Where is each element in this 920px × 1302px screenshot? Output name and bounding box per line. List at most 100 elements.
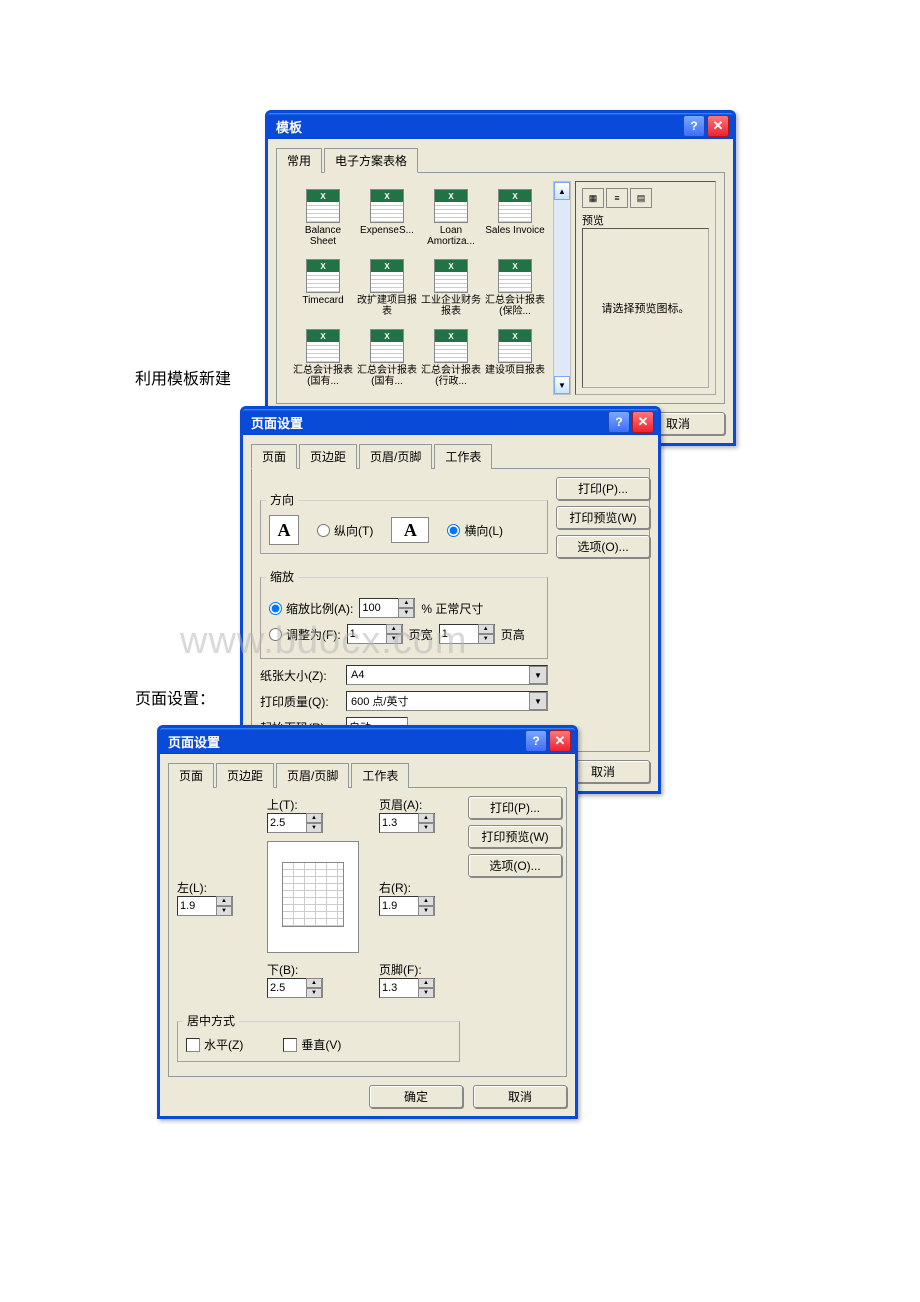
excel-icon: X (434, 259, 468, 293)
scroll-up-icon[interactable]: ▲ (554, 182, 570, 200)
tab-spreadsheet[interactable]: 电子方案表格 (324, 148, 418, 173)
tab-headerfooter[interactable]: 页眉/页脚 (359, 444, 432, 469)
template-item[interactable]: X汇总会计报表(保险... (485, 259, 545, 317)
print-button[interactable]: 打印(P)... (468, 796, 562, 819)
excel-icon: X (306, 329, 340, 363)
close-button[interactable]: ✕ (549, 730, 571, 752)
bottom-label: 下(B): (267, 961, 359, 978)
footer-label: 页脚(F): (379, 961, 460, 978)
top-input[interactable]: ▲▼ (267, 813, 323, 833)
landscape-icon: A (391, 517, 429, 543)
margin-preview (267, 841, 359, 953)
landscape-radio[interactable]: 横向(L) (447, 522, 503, 539)
template-grid: XBalance Sheet XExpenseS... XLoan Amorti… (285, 181, 553, 395)
template-item[interactable]: X汇总会计报表(国有... (293, 329, 353, 387)
excel-icon: X (498, 189, 532, 223)
preview-box: 请选择预览图标。 (582, 228, 709, 388)
quality-select[interactable]: 600 点/英寸▼ (346, 691, 548, 711)
excel-icon: X (306, 259, 340, 293)
tab-common[interactable]: 常用 (276, 148, 322, 173)
tab-sheet[interactable]: 工作表 (351, 763, 409, 788)
ok-button[interactable]: 确定 (369, 1085, 463, 1108)
print-preview-button[interactable]: 打印预览(W) (468, 825, 562, 848)
template-item[interactable]: X工业企业财务报表 (421, 259, 481, 317)
titlebar[interactable]: 页面设置 ? ✕ (243, 409, 658, 435)
help-button[interactable]: ? (608, 411, 630, 433)
scale-adjust-radio[interactable]: 缩放比例(A): (269, 600, 353, 617)
top-label: 上(T): (267, 796, 359, 813)
template-item[interactable]: XLoan Amortiza... (421, 189, 481, 247)
template-item[interactable]: XSales Invoice (485, 189, 545, 247)
template-item[interactable]: X汇总会计报表(行政... (421, 329, 481, 387)
scale-percent-input[interactable]: ▲▼ (359, 598, 415, 618)
preview-label: 预览 (582, 212, 709, 228)
excel-icon: X (434, 189, 468, 223)
preview-pane: ▦ ≡ ▤ 预览 请选择预览图标。 (575, 181, 716, 395)
excel-icon: X (498, 329, 532, 363)
excel-icon: X (306, 189, 340, 223)
options-button[interactable]: 选项(O)... (468, 854, 562, 877)
scale-suffix: % 正常尺寸 (421, 600, 483, 617)
tab-page[interactable]: 页面 (251, 444, 297, 469)
page-setup-caption: 页面设置： (135, 685, 215, 709)
close-button[interactable]: ✕ (632, 411, 654, 433)
paper-select[interactable]: A4▼ (346, 665, 548, 685)
titlebar[interactable]: 页面设置 ? ✕ (160, 728, 575, 754)
help-button[interactable]: ? (525, 730, 547, 752)
template-item[interactable]: X汇总会计报表(国有... (357, 329, 417, 387)
header-label: 页眉(A): (379, 796, 460, 813)
footer-input[interactable]: ▲▼ (379, 978, 435, 998)
options-button[interactable]: 选项(O)... (556, 535, 650, 558)
print-preview-button[interactable]: 打印预览(W) (556, 506, 650, 529)
tab-sheet[interactable]: 工作表 (434, 444, 492, 469)
page-setup-dialog-2: 页面设置 ? ✕ 页面 页边距 页眉/页脚 工作表 上(T): ▲▼ 页眉 (157, 725, 578, 1119)
fit-width-input[interactable]: ▲▼ (347, 624, 403, 644)
excel-icon: X (370, 259, 404, 293)
print-button[interactable]: 打印(P)... (556, 477, 650, 500)
title-text: 模板 (272, 117, 683, 136)
portrait-icon: A (269, 515, 299, 545)
scale-label: 缩放 (266, 568, 298, 585)
template-item[interactable]: X改扩建项目报表 (357, 259, 417, 317)
templates-dialog: 模板 ? ✕ 常用 电子方案表格 XBalance Sheet XExpense… (265, 110, 736, 446)
view-large-icon[interactable]: ▦ (582, 188, 604, 208)
help-button[interactable]: ? (683, 115, 705, 137)
titlebar[interactable]: 模板 ? ✕ (268, 113, 733, 139)
title-text: 页面设置 (164, 732, 525, 751)
quality-label: 打印质量(Q): (260, 693, 340, 710)
direction-label: 方向 (266, 491, 298, 508)
center-h-checkbox[interactable]: 水平(Z) (186, 1036, 243, 1053)
template-item[interactable]: X建设项目报表 (485, 329, 545, 387)
fit-height-input[interactable]: ▲▼ (439, 624, 495, 644)
center-v-checkbox[interactable]: 垂直(V) (283, 1036, 341, 1053)
view-list-icon[interactable]: ≡ (606, 188, 628, 208)
header-input[interactable]: ▲▼ (379, 813, 435, 833)
excel-icon: X (498, 259, 532, 293)
left-label: 左(L): (177, 879, 247, 896)
center-label: 居中方式 (183, 1012, 239, 1029)
tab-margin[interactable]: 页边距 (299, 444, 357, 469)
template-item[interactable]: XExpenseS... (357, 189, 417, 247)
bottom-input[interactable]: ▲▼ (267, 978, 323, 998)
scrollbar[interactable]: ▲ ▼ (553, 181, 571, 395)
left-input[interactable]: ▲▼ (177, 896, 233, 916)
template-item[interactable]: XTimecard (293, 259, 353, 317)
excel-icon: X (370, 329, 404, 363)
title-text: 页面设置 (247, 413, 608, 432)
portrait-radio[interactable]: 纵向(T) (317, 522, 373, 539)
tab-margin[interactable]: 页边距 (216, 763, 274, 788)
paper-label: 纸张大小(Z): (260, 667, 340, 684)
right-label: 右(R): (379, 879, 460, 896)
scale-fit-radio[interactable]: 调整为(F): (269, 626, 341, 643)
view-detail-icon[interactable]: ▤ (630, 188, 652, 208)
tab-page[interactable]: 页面 (168, 763, 214, 788)
template-caption: 利用模板新建 (135, 365, 231, 389)
tab-headerfooter[interactable]: 页眉/页脚 (276, 763, 349, 788)
right-input[interactable]: ▲▼ (379, 896, 435, 916)
excel-icon: X (370, 189, 404, 223)
template-item[interactable]: XBalance Sheet (293, 189, 353, 247)
close-button[interactable]: ✕ (707, 115, 729, 137)
excel-icon: X (434, 329, 468, 363)
cancel-button[interactable]: 取消 (473, 1085, 567, 1108)
scroll-down-icon[interactable]: ▼ (554, 376, 570, 394)
